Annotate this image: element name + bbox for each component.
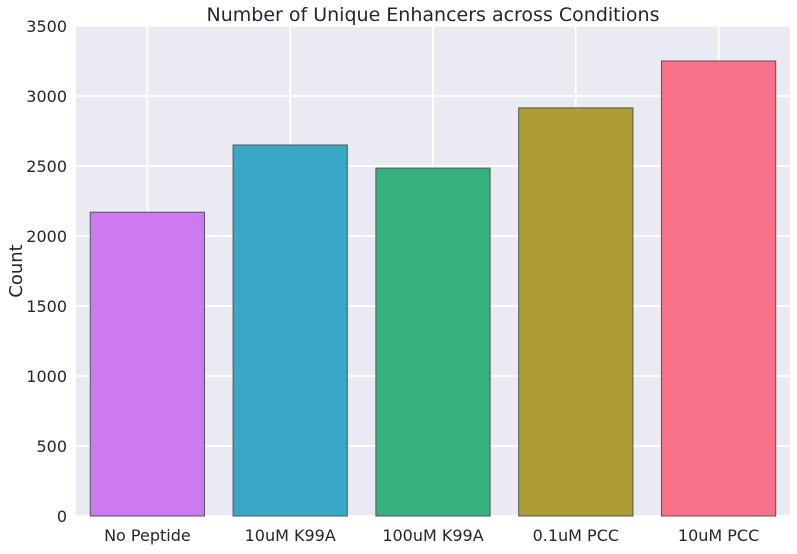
x-tick-label: 10uM PCC	[678, 526, 759, 545]
bars	[89, 60, 777, 517]
y-tick-label: 3500	[26, 17, 67, 36]
x-tick-label: 100uM K99A	[382, 526, 483, 545]
y-tick-label: 2500	[26, 157, 67, 176]
y-tick-label: 1000	[26, 367, 67, 386]
y-tick-label: 3000	[26, 87, 67, 106]
tick-labels: 0 500 1000 1500 2000 2500 3000 3500 No Peptide 10…	[26, 17, 759, 545]
bar	[660, 60, 777, 517]
bar	[375, 167, 491, 517]
chart-title: Number of Unique Enhancers across Condit…	[207, 4, 660, 26]
bar	[232, 144, 348, 517]
y-tick-label: 1500	[26, 297, 67, 316]
y-axis-label: Count	[6, 244, 27, 297]
bar	[89, 211, 206, 517]
x-tick-label: 0.1uM PCC	[533, 526, 619, 545]
y-tick-label: 2000	[26, 227, 67, 246]
bar	[518, 107, 634, 517]
y-tick-label: 0	[57, 507, 67, 526]
y-tick-label: 500	[36, 437, 67, 456]
x-tick-label: No Peptide	[104, 526, 191, 545]
x-tick-label: 10uM K99A	[245, 526, 336, 545]
